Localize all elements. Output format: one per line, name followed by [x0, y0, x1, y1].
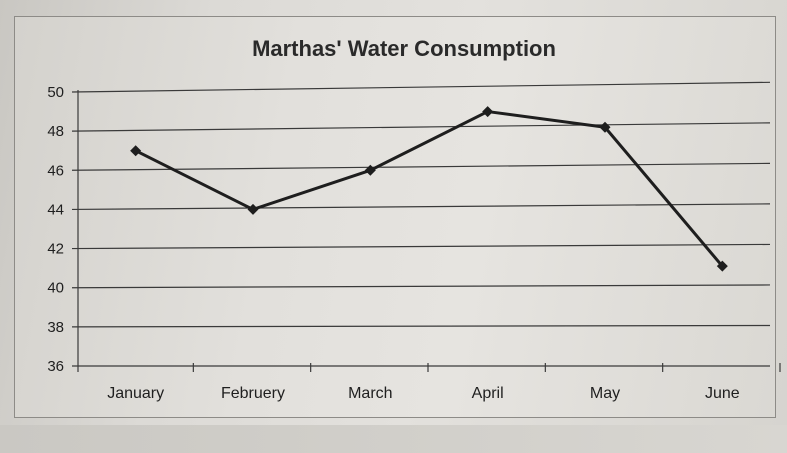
data-point-marker — [130, 145, 142, 157]
y-tick-label: 46 — [47, 162, 64, 179]
y-axis-ticks: 36 38 40 42 44 46 48 50 — [47, 84, 64, 375]
data-point-marker — [599, 121, 611, 133]
y-tick-label: 44 — [47, 201, 64, 218]
y-tick-label: 40 — [47, 280, 64, 297]
data-point-marker — [364, 164, 376, 176]
series-group — [130, 106, 728, 272]
x-axis-ticks: January Februery March April May June — [107, 363, 781, 402]
y-tick-label: 38 — [47, 319, 64, 336]
x-tick-label: June — [705, 385, 740, 402]
gridline-y-42 — [71, 243, 771, 250]
gridline-y-40 — [71, 284, 771, 289]
data-point-marker — [247, 203, 259, 215]
chart-frame — [14, 16, 776, 418]
grid — [71, 81, 771, 372]
y-tick-label: 48 — [47, 123, 64, 140]
x-tick-label: April — [472, 385, 504, 402]
page-bottom-strip — [0, 425, 787, 453]
data-point-marker — [482, 106, 494, 118]
x-tick-label: May — [590, 385, 620, 402]
data-point-marker — [716, 260, 728, 272]
gridline-y-44 — [71, 203, 771, 211]
gridline-y-50 — [71, 81, 771, 93]
series-line — [134, 110, 724, 268]
y-tick-label: 50 — [47, 84, 64, 101]
x-tick-label: March — [348, 385, 392, 402]
y-tick-label: 42 — [47, 241, 64, 258]
gridline-y-46 — [71, 162, 771, 171]
chart-title: Marthas' Water Consumption — [252, 36, 556, 61]
gridline-y-38 — [71, 324, 771, 328]
x-tick-label: Februery — [221, 385, 285, 402]
y-tick-label: 36 — [47, 358, 64, 375]
gridline-y-48 — [71, 122, 771, 132]
x-tick-label: January — [107, 385, 164, 402]
